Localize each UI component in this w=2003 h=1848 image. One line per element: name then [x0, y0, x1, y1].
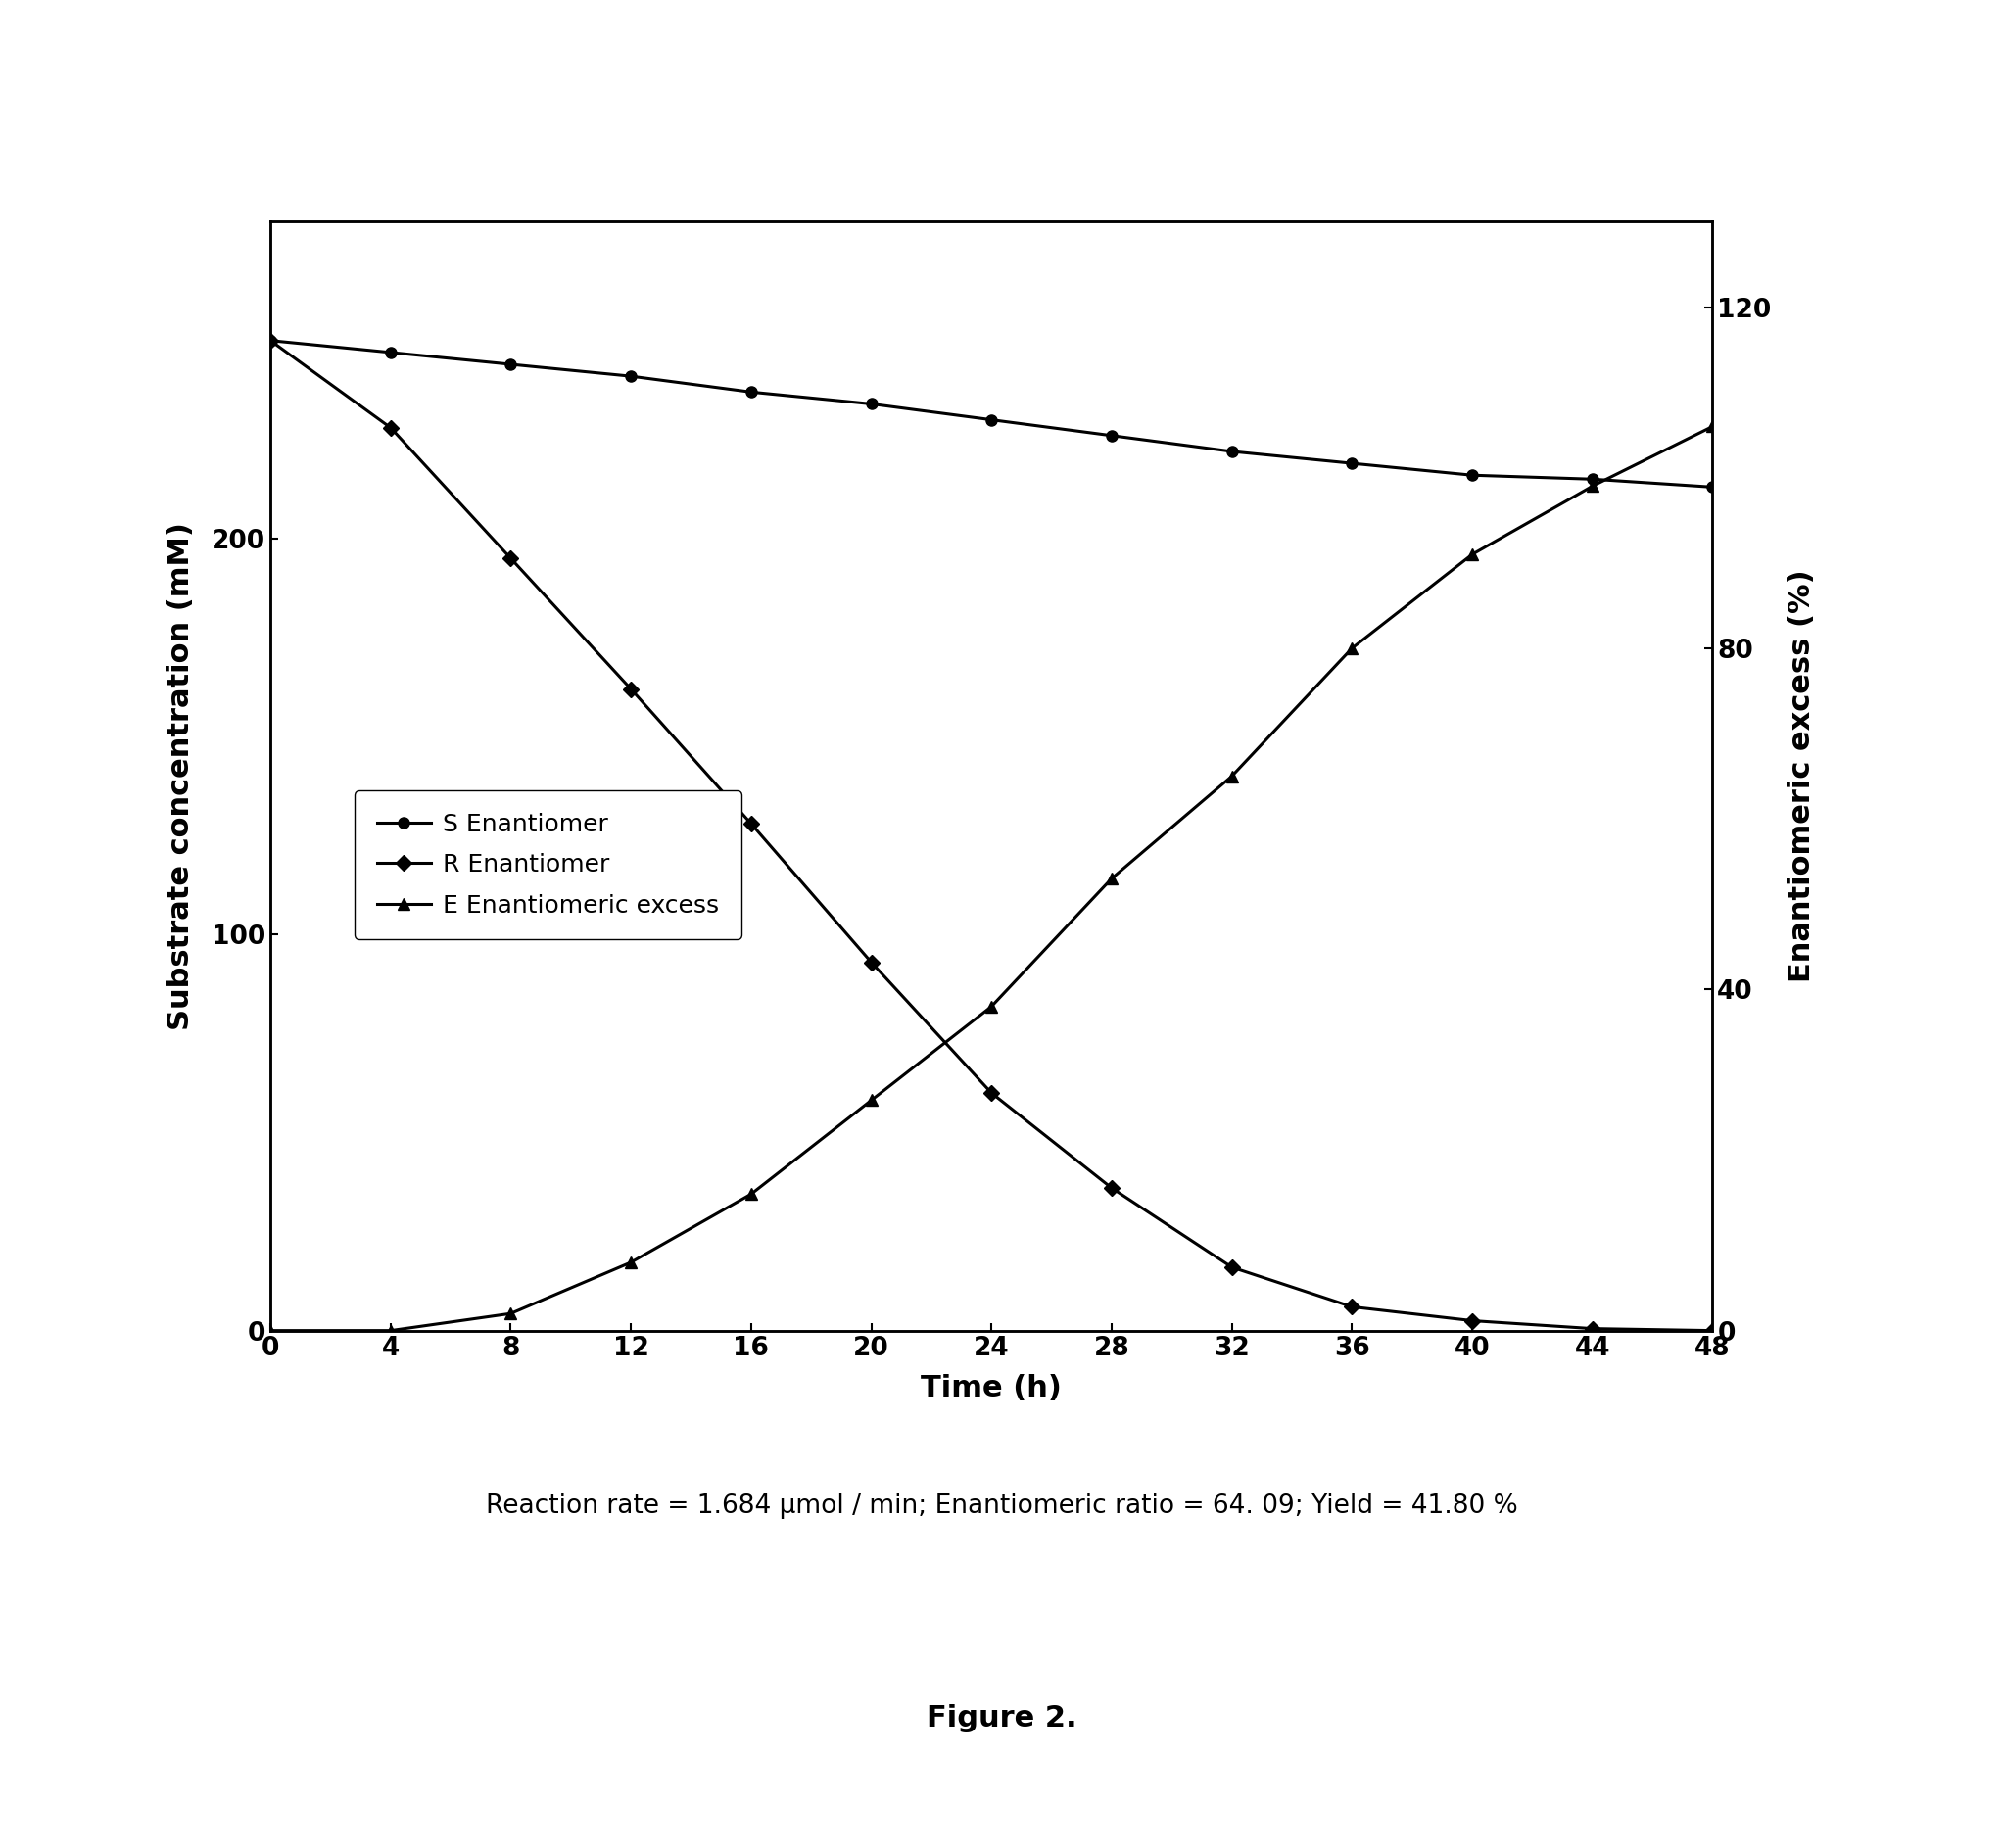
Y-axis label: Enantiomeric excess (%): Enantiomeric excess (%) [1789, 569, 1817, 983]
E Enantiomeric excess [1100, 867, 1124, 889]
R Enantiomer [1701, 1319, 1725, 1342]
R Enantiomer [258, 329, 282, 351]
Legend: S Enantiomer, R Enantiomer, E Enantiomeric excess: S Enantiomer, R Enantiomer, E Enantiomer… [355, 791, 741, 939]
Line: S Enantiomer: S Enantiomer [264, 334, 1719, 493]
Line: E Enantiomeric excess: E Enantiomeric excess [264, 419, 1719, 1336]
R Enantiomer [979, 1081, 1004, 1103]
R Enantiomer [1220, 1257, 1244, 1279]
S Enantiomer [1220, 440, 1244, 462]
E Enantiomeric excess [499, 1303, 523, 1325]
E Enantiomeric excess [859, 1088, 883, 1111]
E Enantiomeric excess [739, 1183, 763, 1205]
E Enantiomeric excess [1701, 416, 1725, 438]
E Enantiomeric excess [1340, 638, 1364, 660]
R Enantiomer [1340, 1295, 1364, 1318]
Y-axis label: Substrate concentration (mM): Substrate concentration (mM) [166, 523, 194, 1029]
E Enantiomeric excess [379, 1319, 403, 1342]
S Enantiomer [1701, 477, 1725, 499]
R Enantiomer [619, 678, 643, 700]
S Enantiomer [1460, 464, 1484, 486]
R Enantiomer [1580, 1318, 1604, 1340]
E Enantiomeric excess [979, 996, 1004, 1018]
R Enantiomer [1460, 1310, 1484, 1332]
E Enantiomeric excess [1220, 765, 1244, 787]
S Enantiomer [258, 329, 282, 351]
X-axis label: Time (h): Time (h) [921, 1375, 1062, 1403]
S Enantiomer [739, 381, 763, 403]
R Enantiomer [859, 952, 883, 974]
S Enantiomer [1340, 453, 1364, 475]
R Enantiomer [379, 416, 403, 438]
S Enantiomer [1100, 425, 1124, 447]
E Enantiomeric excess [258, 1319, 282, 1342]
R Enantiomer [1100, 1177, 1124, 1199]
S Enantiomer [1580, 468, 1604, 490]
Line: R Enantiomer: R Enantiomer [264, 334, 1719, 1336]
S Enantiomer [379, 342, 403, 364]
R Enantiomer [499, 547, 523, 569]
S Enantiomer [499, 353, 523, 375]
R Enantiomer [739, 813, 763, 835]
E Enantiomeric excess [1580, 475, 1604, 497]
S Enantiomer [859, 394, 883, 416]
Text: Reaction rate = 1.684 μmol / min; Enantiomeric ratio = 64. 09; Yield = 41.80 %: Reaction rate = 1.684 μmol / min; Enanti… [485, 1493, 1518, 1519]
E Enantiomeric excess [619, 1251, 643, 1273]
Text: Figure 2.: Figure 2. [925, 1704, 1078, 1733]
S Enantiomer [619, 366, 643, 388]
S Enantiomer [979, 408, 1004, 431]
E Enantiomeric excess [1460, 543, 1484, 565]
